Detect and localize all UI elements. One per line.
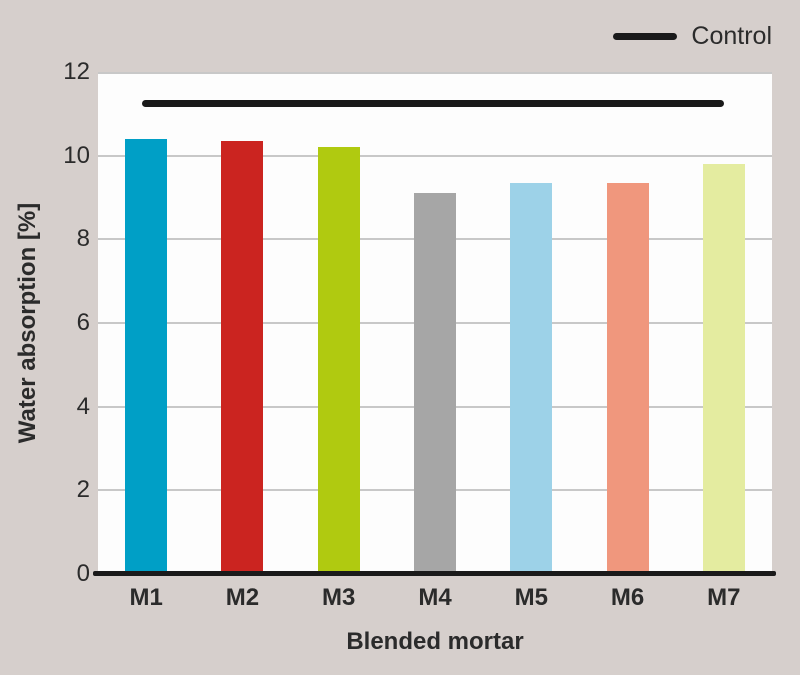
x-tick-label-m1: M1 [129,584,163,611]
bar-m7 [702,164,745,574]
bar-m3 [317,147,360,574]
bar-m4 [414,193,456,574]
legend: Control [613,22,772,51]
bar-m5 [510,182,553,574]
bar-m6 [606,182,649,574]
legend-label: Control [691,22,772,50]
x-tick-label-m7: M7 [707,584,741,611]
x-tick-label-m5: M5 [514,584,548,611]
x-tick-label-m3: M3 [322,584,356,611]
y-tick-label-2: 2 [76,476,90,504]
y-tick-label-0: 0 [76,560,90,587]
y-tick-label-8: 8 [76,225,90,253]
y-tick-label-12: 12 [63,58,90,85]
x-tick-label-m2: M2 [225,584,260,611]
x-axis-title: Blended mortar [346,628,524,655]
y-tick-label-4: 4 [76,392,90,420]
y-tick-label-10: 10 [63,141,90,169]
y-tick-label-6: 6 [76,309,90,336]
control-line-legend-swatch [613,33,678,40]
gridline-10 [98,154,772,157]
gridline-12 [98,72,772,74]
plot-area [98,72,772,575]
x-tick-label-m6: M6 [610,584,645,611]
bar-m1 [125,138,168,574]
x-axis-line [93,571,776,576]
control-line [142,99,724,107]
x-tick-label-m4: M4 [418,584,452,611]
bar-m2 [221,141,264,574]
